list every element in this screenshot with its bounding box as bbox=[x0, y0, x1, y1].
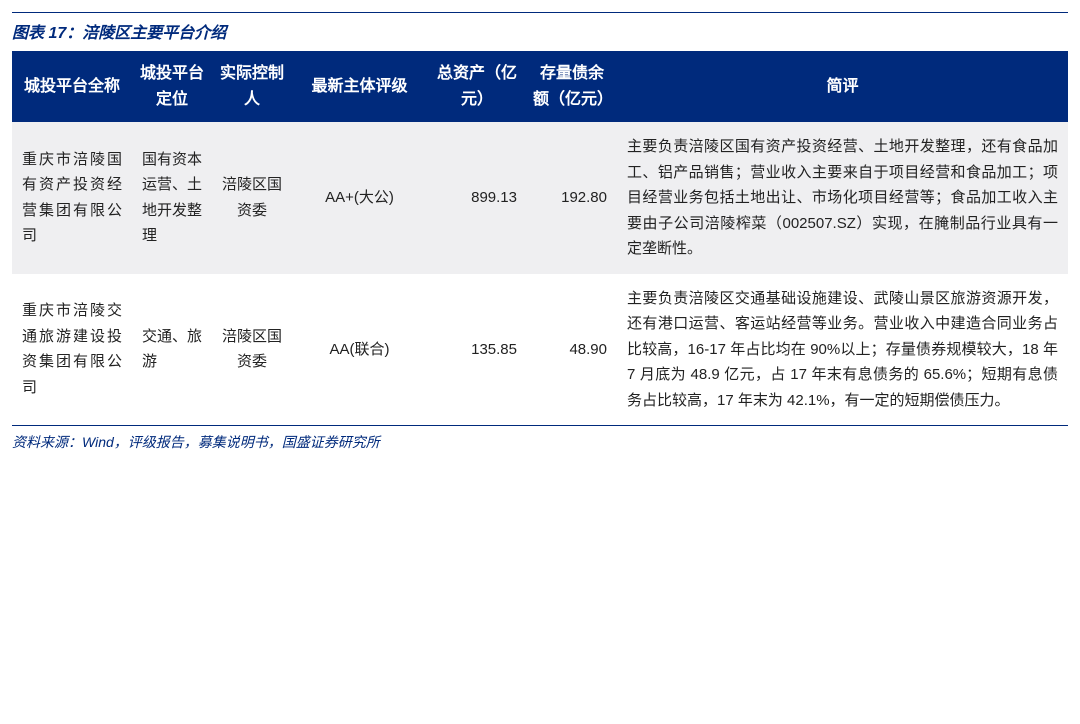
table-row: 重庆市涪陵交通旅游建设投资集团有限公司 交通、旅游 涪陵区国资委 AA(联合) … bbox=[12, 274, 1068, 426]
platform-table: 城投平台全称 城投平台定位 实际控制人 最新主体评级 总资产（亿元） 存量债余额… bbox=[12, 51, 1068, 425]
cell-comment: 主要负责涪陵区交通基础设施建设、武陵山景区旅游资源开发，还有港口运营、客运站经营… bbox=[617, 274, 1068, 426]
cell-position: 交通、旅游 bbox=[132, 274, 212, 426]
cell-name: 重庆市涪陵交通旅游建设投资集团有限公司 bbox=[12, 274, 132, 426]
figure-title: 图表 17：涪陵区主要平台介绍 bbox=[12, 12, 1068, 51]
col-header-assets: 总资产（亿元） bbox=[427, 51, 527, 122]
cell-rating: AA+(大公) bbox=[292, 122, 427, 274]
cell-debt: 48.90 bbox=[527, 274, 617, 426]
cell-assets: 899.13 bbox=[427, 122, 527, 274]
cell-controller: 涪陵区国资委 bbox=[212, 122, 292, 274]
table-header: 城投平台全称 城投平台定位 实际控制人 最新主体评级 总资产（亿元） 存量债余额… bbox=[12, 51, 1068, 122]
col-header-name: 城投平台全称 bbox=[12, 51, 132, 122]
figure-label: 图表 17： bbox=[12, 25, 82, 42]
cell-assets: 135.85 bbox=[427, 274, 527, 426]
col-header-debt: 存量债余额（亿元） bbox=[527, 51, 617, 122]
col-header-comment: 简评 bbox=[617, 51, 1068, 122]
table-row: 重庆市涪陵国有资产投资经营集团有限公司 国有资本运营、土地开发整理 涪陵区国资委… bbox=[12, 122, 1068, 274]
source-line: 资料来源：Wind，评级报告，募集说明书，国盛证券研究所 bbox=[12, 425, 1068, 452]
col-header-controller: 实际控制人 bbox=[212, 51, 292, 122]
col-header-position: 城投平台定位 bbox=[132, 51, 212, 122]
cell-comment: 主要负责涪陵区国有资产投资经营、土地开发整理，还有食品加工、铝产品销售；营业收入… bbox=[617, 122, 1068, 274]
cell-position: 国有资本运营、土地开发整理 bbox=[132, 122, 212, 274]
col-header-rating: 最新主体评级 bbox=[292, 51, 427, 122]
figure-title-text: 涪陵区主要平台介绍 bbox=[82, 25, 226, 42]
cell-debt: 192.80 bbox=[527, 122, 617, 274]
cell-rating: AA(联合) bbox=[292, 274, 427, 426]
cell-controller: 涪陵区国资委 bbox=[212, 274, 292, 426]
cell-name: 重庆市涪陵国有资产投资经营集团有限公司 bbox=[12, 122, 132, 274]
